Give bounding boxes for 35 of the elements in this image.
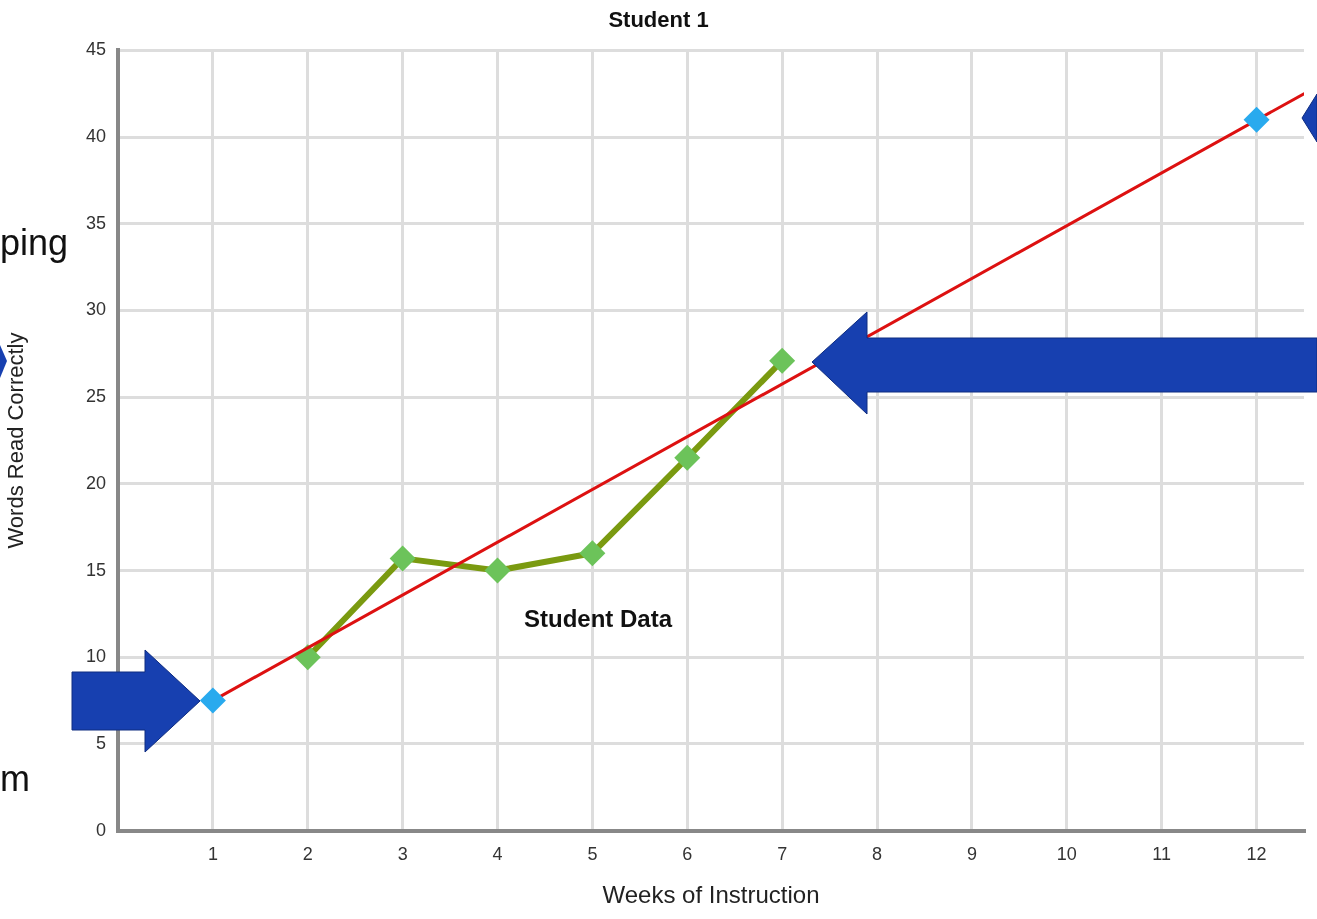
y-tick-label: 15 <box>85 559 106 580</box>
y-axis-title: Words Read Correctly <box>3 332 29 549</box>
text: m <box>0 758 30 800</box>
annotation: Student Data <box>524 605 673 633</box>
y-tick-label: 30 <box>85 299 106 320</box>
y-tick-label: 5 <box>95 732 106 753</box>
point <box>484 557 511 584</box>
x-tick-label: 5 <box>587 844 598 865</box>
text: ping <box>0 222 69 264</box>
y-tick-label: 10 <box>85 646 106 667</box>
x-tick-label: 7 <box>777 844 788 865</box>
x-tick-label: 8 <box>872 844 883 865</box>
point <box>579 540 606 567</box>
x-tick-label: 11 <box>1152 844 1172 865</box>
y-tick-label: 35 <box>85 212 106 233</box>
y-tick-label: 0 <box>95 819 106 840</box>
point <box>199 687 226 714</box>
y-tick-label: 40 <box>85 126 106 147</box>
x-axis-title: Weeks of Instruction <box>602 881 820 909</box>
chart-title: Student 1 <box>608 7 709 33</box>
point <box>769 347 796 374</box>
x-tick-label: 3 <box>397 844 408 865</box>
x-tick-label: 4 <box>492 844 503 865</box>
x-tick-label: 1 <box>207 844 218 865</box>
x-tick-label: 10 <box>1056 844 1077 865</box>
x-tick-label: 12 <box>1246 844 1267 865</box>
x-tick-label: 2 <box>302 844 313 865</box>
y-tick-label: 45 <box>85 39 106 60</box>
point <box>1243 106 1270 133</box>
y-tick-label: 25 <box>85 386 106 407</box>
y-tick-label: 20 <box>85 472 106 493</box>
x-tick-label: 6 <box>682 844 693 865</box>
point <box>674 444 701 471</box>
point <box>389 545 416 572</box>
x-tick-label: 9 <box>966 844 977 865</box>
